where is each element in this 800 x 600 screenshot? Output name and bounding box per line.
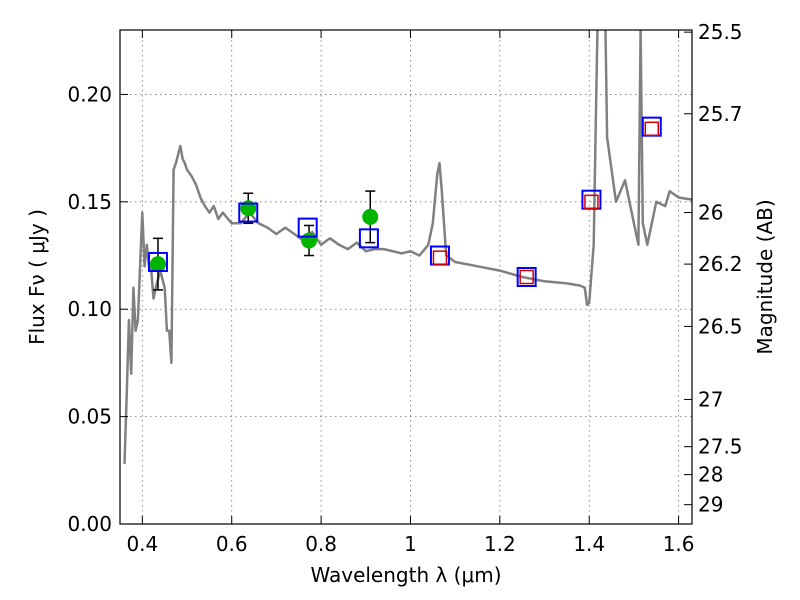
- y-tick-label: 0.15: [67, 190, 112, 214]
- model-flux-square-blue: [516, 267, 537, 287]
- x-tick-label: 1: [404, 532, 417, 556]
- x-tick-label: 1.2: [484, 532, 516, 556]
- plot-area: [123, 30, 692, 464]
- x-tick-label: 0.4: [126, 532, 158, 556]
- y-tick-label: 0.20: [67, 82, 112, 106]
- y2-tick-label: 25.5: [698, 20, 743, 44]
- y-tick-label: 0.00: [67, 512, 112, 536]
- observed-flux-point: [149, 256, 166, 273]
- y2-tick-label: 26.5: [698, 314, 743, 338]
- model-flux-square-red: [432, 250, 448, 265]
- model-flux-square-red: [584, 194, 599, 210]
- y2-tick-label: 26.2: [698, 252, 743, 276]
- axis-ticks: 0.4 0.6 0.8 1 1.2 1.4 1.6 0.00 0.05 0.10 0.15 0.20 2…: [67, 20, 742, 556]
- x-tick-label: 0.6: [216, 532, 248, 556]
- y-tick-label: 0.05: [67, 405, 112, 429]
- y-tick-label: 0.10: [67, 297, 112, 321]
- model-flux-square-red: [644, 121, 660, 137]
- plot-frame: [119, 29, 693, 525]
- observed-flux-point: [301, 232, 318, 249]
- model-flux-square-blue: [358, 228, 379, 249]
- x-axis-label: Wavelength λ (μm): [310, 563, 501, 587]
- y2-tick-label: 25.7: [698, 102, 743, 126]
- observed-flux-point: [362, 208, 379, 225]
- x-tick-label: 1.6: [663, 532, 695, 556]
- model-flux-square-blue: [147, 251, 168, 272]
- y2-tick-label: 27.5: [698, 435, 743, 459]
- model-flux-square-red: [519, 269, 534, 285]
- model-flux-square-blue: [238, 202, 259, 223]
- y2-tick-label: 29: [698, 493, 723, 517]
- x-tick-label: 0.8: [305, 532, 337, 556]
- model-flux-square-blue: [297, 217, 318, 238]
- x-tick-label: 1.4: [573, 532, 605, 556]
- y-axis-label: Flux Fν ( μJy ): [25, 209, 49, 345]
- y2-tick-label: 26: [698, 201, 723, 225]
- right-axis-label: Magnitude (AB): [753, 199, 777, 354]
- y2-tick-label: 28: [698, 463, 723, 487]
- y2-tick-label: 27: [698, 387, 723, 411]
